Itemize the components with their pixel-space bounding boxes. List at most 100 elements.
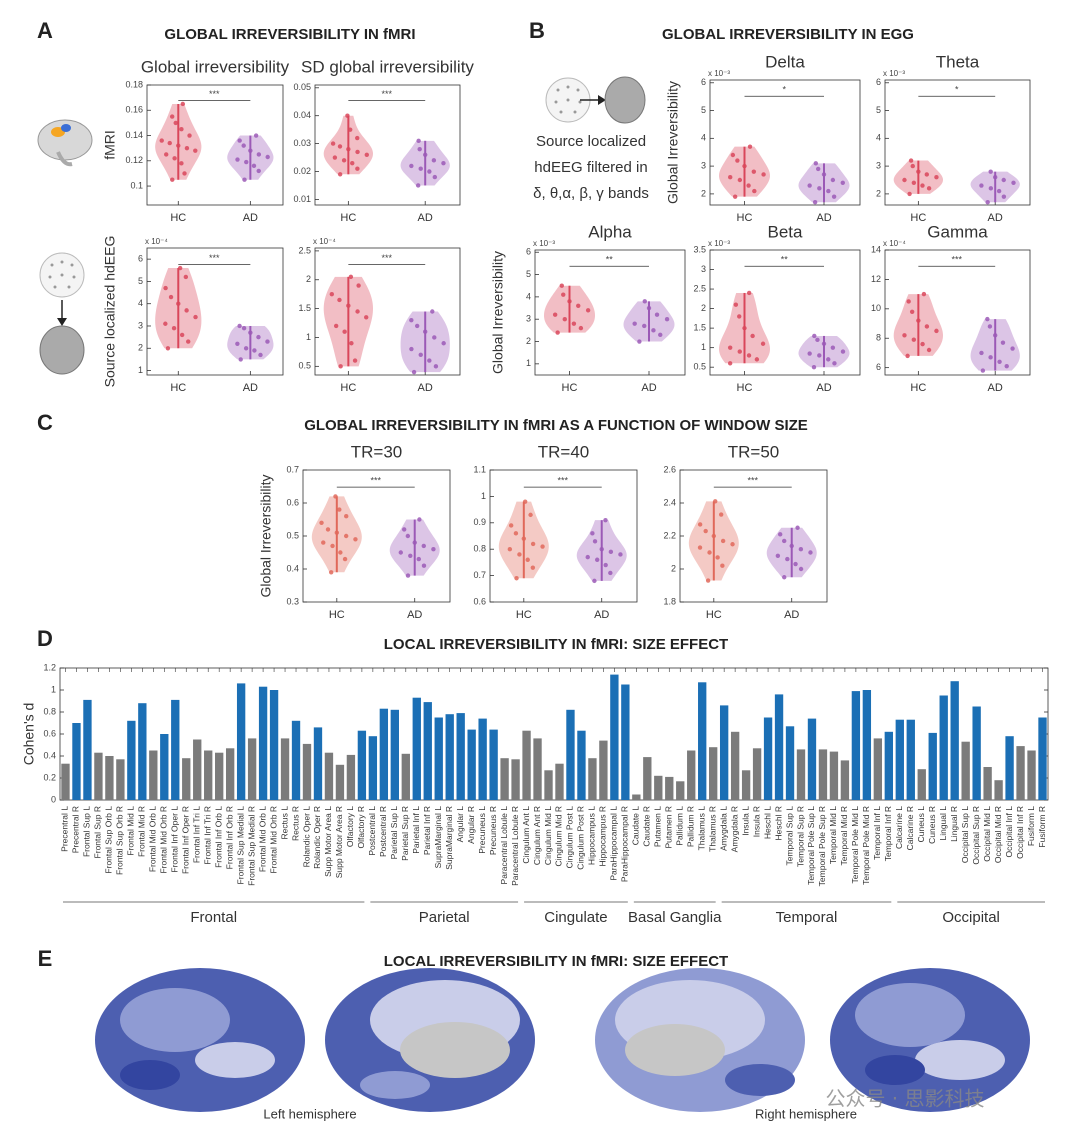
data-point xyxy=(737,314,742,319)
data-point xyxy=(364,152,369,157)
data-point xyxy=(172,156,177,161)
data-point xyxy=(176,143,181,148)
data-point xyxy=(256,168,261,174)
data-point xyxy=(821,172,827,177)
region-label: Frontal Sup Orb L xyxy=(104,806,114,874)
data-point xyxy=(525,557,530,562)
x-tick-label: AD xyxy=(784,609,799,621)
y-tick-label: 3.5 xyxy=(693,244,706,254)
region-label: Frontal Inf Tri L xyxy=(191,806,201,863)
y-tick-label: 0.14 xyxy=(125,130,143,140)
region-label: Putamen L xyxy=(653,806,663,847)
region-label: Temporal Pole Mid L xyxy=(850,806,860,884)
data-point xyxy=(330,543,335,549)
data-point xyxy=(720,538,726,544)
bar xyxy=(906,719,915,800)
x-tick-label: AD xyxy=(816,382,831,394)
data-point xyxy=(265,339,270,344)
data-point xyxy=(703,528,708,534)
region-label: Frontal Sup R xyxy=(93,806,103,858)
significance-label: ** xyxy=(781,255,789,265)
significance-label: *** xyxy=(952,255,963,265)
data-point xyxy=(167,140,172,146)
y-tick-label: 0.8 xyxy=(473,544,486,554)
plot-frame xyxy=(884,79,1031,206)
data-point xyxy=(514,576,519,581)
data-point xyxy=(337,297,342,303)
plot-frame xyxy=(884,249,1031,376)
bar xyxy=(346,754,356,800)
data-point xyxy=(785,556,790,562)
data-point xyxy=(559,283,564,288)
bar xyxy=(873,738,883,800)
data-point xyxy=(988,169,993,174)
x-tick-label: AD xyxy=(418,382,433,394)
bar xyxy=(709,747,718,800)
data-point xyxy=(328,570,334,575)
data-point xyxy=(347,127,353,132)
x-tick-label: HC xyxy=(562,382,578,394)
region-label: Cingulum Ant L xyxy=(521,806,531,864)
y-tick-label: 0.05 xyxy=(293,82,311,92)
y-axis-label: Global Irreversibility xyxy=(665,81,681,204)
significance-label: *** xyxy=(748,476,759,486)
data-point xyxy=(540,544,545,549)
data-point xyxy=(237,138,242,143)
data-point xyxy=(251,163,257,169)
region-label: Calcarine R xyxy=(905,806,915,850)
bar xyxy=(741,770,751,800)
data-point xyxy=(815,337,820,343)
subplot-title: Alpha xyxy=(588,222,632,241)
data-point xyxy=(751,169,757,174)
region-label: Frontal Mid Orb L xyxy=(148,806,158,872)
data-point xyxy=(441,160,446,166)
bar xyxy=(599,740,608,800)
y-tick-label: 2 xyxy=(526,336,531,346)
subplot-title: Beta xyxy=(768,222,804,241)
bar xyxy=(291,720,301,800)
data-point xyxy=(1001,177,1006,183)
data-point xyxy=(409,163,414,169)
region-label: Temporal Pole Sup R xyxy=(817,806,827,886)
region-label: Temporal Pole Sup L xyxy=(806,806,816,885)
bar xyxy=(851,691,861,800)
y-tick-label: 0.4 xyxy=(286,563,299,573)
data-point xyxy=(592,578,597,584)
plot-frame xyxy=(709,79,861,206)
data-point xyxy=(798,566,804,572)
data-point xyxy=(910,163,915,169)
data-point xyxy=(840,180,845,185)
bar xyxy=(83,699,92,800)
y-axis-label: fMRI xyxy=(102,130,118,160)
bar xyxy=(357,730,367,800)
data-point xyxy=(737,349,742,354)
significance-label: *** xyxy=(209,253,220,263)
group-label: Cingulate xyxy=(544,909,607,926)
bar xyxy=(182,758,191,800)
x-tick-label: HC xyxy=(340,382,356,394)
subplot-title: Gamma xyxy=(927,222,988,241)
y-axis-label: Global Irreversibility xyxy=(258,475,274,598)
region-label: Parietal Inf R xyxy=(422,806,432,855)
bar xyxy=(730,731,740,800)
data-point xyxy=(341,158,347,163)
bar xyxy=(719,705,729,800)
x-tick-label: HC xyxy=(706,609,722,621)
data-point xyxy=(752,188,757,194)
region-label: Cingulum Mid L xyxy=(543,806,553,865)
region-label: Cuneus R xyxy=(927,806,937,844)
data-point xyxy=(355,149,360,155)
data-point xyxy=(405,573,411,578)
panel-label: E xyxy=(38,946,53,971)
y-tick-label: 4 xyxy=(701,133,706,143)
y-tick-label: 0.9 xyxy=(473,517,486,527)
data-point xyxy=(795,525,800,530)
data-point xyxy=(193,148,198,153)
data-point xyxy=(905,353,910,359)
x-tick-label: HC xyxy=(170,382,186,394)
group-label: Parietal xyxy=(419,909,470,926)
y-scale-label: x 10⁻³ xyxy=(708,239,730,248)
region-label: Temporal Pole Mid R xyxy=(861,806,871,885)
data-point xyxy=(346,146,351,152)
data-point xyxy=(409,317,414,323)
